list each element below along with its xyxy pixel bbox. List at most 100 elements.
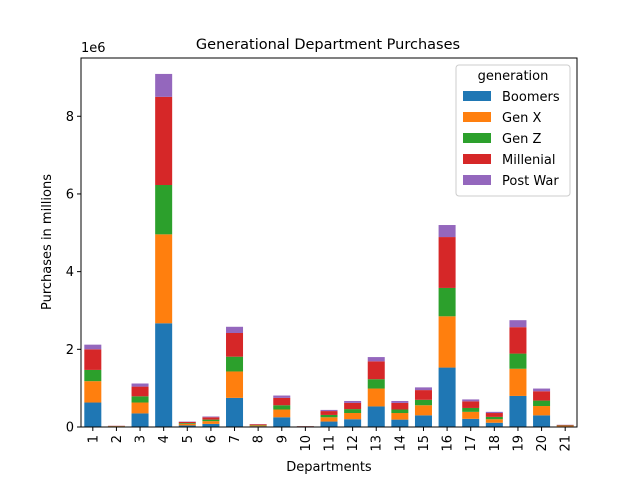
bar-gen-z-dept-3 xyxy=(131,396,149,403)
x-tick-label: 15 xyxy=(417,435,432,452)
x-tick-label: 9 xyxy=(275,435,290,443)
bar-boomers-dept-5 xyxy=(178,425,196,427)
y-offset-label: 1e6 xyxy=(81,41,106,56)
bar-boomers-dept-12 xyxy=(344,419,362,427)
x-tick-label: 16 xyxy=(441,435,456,452)
x-tick-label: 3 xyxy=(134,435,149,443)
x-tick-label: 8 xyxy=(252,435,267,443)
x-tick-label: 20 xyxy=(535,435,550,452)
bar-gen-x-dept-4 xyxy=(155,234,173,324)
y-tick-label: 8 xyxy=(66,110,74,125)
bar-millenial-dept-1 xyxy=(84,349,102,370)
bar-millenial-dept-13 xyxy=(367,361,385,380)
x-tick-label: 12 xyxy=(346,435,361,452)
legend-swatch-gen-x xyxy=(463,112,491,122)
x-tick-label: 13 xyxy=(370,435,385,452)
bar-gen-x-dept-1 xyxy=(84,381,102,403)
bar-post-war-dept-1 xyxy=(84,344,102,350)
y-tick-label: 2 xyxy=(66,343,74,358)
bar-gen-x-dept-12 xyxy=(344,413,362,420)
bar-boomers-dept-17 xyxy=(462,418,480,427)
bar-gen-z-dept-5 xyxy=(178,423,196,424)
x-tick-label: 4 xyxy=(157,435,172,443)
bar-post-war-dept-6 xyxy=(202,416,220,418)
bar-gen-x-dept-17 xyxy=(462,411,480,419)
bar-post-war-dept-12 xyxy=(344,400,362,403)
bar-gen-z-dept-17 xyxy=(462,407,480,412)
bar-gen-z-dept-16 xyxy=(438,287,456,317)
bar-millenial-dept-11 xyxy=(320,411,338,415)
bar-post-war-dept-15 xyxy=(414,387,432,391)
bar-gen-z-dept-20 xyxy=(533,400,551,407)
bar-boomers-dept-4 xyxy=(155,323,173,427)
bar-gen-x-dept-15 xyxy=(414,405,432,416)
bar-post-war-dept-19 xyxy=(509,320,527,328)
bar-gen-x-dept-16 xyxy=(438,316,456,368)
y-axis: 0 2 4 6 8 xyxy=(66,110,81,436)
bar-boomers-dept-6 xyxy=(202,423,220,427)
bar-millenial-dept-17 xyxy=(462,401,480,408)
bar-gen-z-dept-6 xyxy=(202,419,220,422)
bar-post-war-dept-4 xyxy=(155,73,173,97)
bar-millenial-dept-21 xyxy=(556,424,574,426)
bar-gen-x-dept-19 xyxy=(509,368,527,396)
y-axis-label: Purchases in millions xyxy=(40,174,55,310)
bar-gen-x-dept-6 xyxy=(202,421,220,424)
bar-millenial-dept-3 xyxy=(131,386,149,397)
bar-gen-z-dept-7 xyxy=(226,356,244,372)
bar-post-war-dept-9 xyxy=(273,395,291,398)
bar-millenial-dept-12 xyxy=(344,402,362,410)
bar-post-war-dept-17 xyxy=(462,399,480,402)
bar-boomers-dept-16 xyxy=(438,367,456,427)
legend-title: generation xyxy=(478,69,549,84)
y-tick-label: 4 xyxy=(66,265,74,280)
x-tick-label: 1 xyxy=(86,435,101,443)
bar-millenial-dept-14 xyxy=(391,402,409,410)
x-axis: 1 2 3 4 5 6 7 8 9 10 11 12 13 14 15 16 17 18 19 20 21 xyxy=(86,427,574,452)
y-tick-label: 6 xyxy=(66,187,74,202)
bar-gen-x-dept-5 xyxy=(178,423,196,426)
y-tick-label: 0 xyxy=(66,421,74,436)
bar-millenial-dept-9 xyxy=(273,397,291,406)
x-tick-label: 10 xyxy=(299,435,314,452)
bar-boomers-dept-9 xyxy=(273,417,291,427)
bar-post-war-dept-11 xyxy=(320,409,338,412)
x-tick-label: 19 xyxy=(511,435,526,452)
bar-post-war-dept-20 xyxy=(533,388,551,392)
bar-gen-z-dept-9 xyxy=(273,405,291,410)
legend-swatch-gen-z xyxy=(463,133,491,143)
bar-millenial-dept-18 xyxy=(485,413,503,417)
bar-gen-x-dept-11 xyxy=(320,417,338,422)
x-tick-label: 18 xyxy=(488,435,503,452)
legend-items: Boomers Gen X Gen Z Millenial Post War xyxy=(463,90,560,189)
legend: generation Boomers Gen X Gen Z Millenial Pos… xyxy=(455,64,571,197)
bars-group xyxy=(84,73,574,427)
plot-frame xyxy=(80,57,578,428)
x-tick-label: 11 xyxy=(323,435,338,452)
bar-millenial-dept-16 xyxy=(438,237,456,288)
bar-millenial-dept-15 xyxy=(414,390,432,400)
bar-gen-x-dept-8 xyxy=(249,425,267,427)
legend-swatch-post-war xyxy=(463,175,491,185)
bar-gen-x-dept-21 xyxy=(556,425,574,427)
x-tick-label: 21 xyxy=(559,435,574,452)
legend-label-boomers: Boomers xyxy=(502,90,560,105)
bar-boomers-dept-13 xyxy=(367,406,385,427)
bar-millenial-dept-20 xyxy=(533,391,551,401)
bar-gen-z-dept-18 xyxy=(485,416,503,420)
bar-millenial-dept-19 xyxy=(509,327,527,354)
bar-gen-z-dept-14 xyxy=(391,409,409,414)
x-tick-label: 7 xyxy=(228,435,243,443)
bar-boomers-dept-14 xyxy=(391,419,409,427)
bar-boomers-dept-15 xyxy=(414,415,432,427)
bar-post-war-dept-13 xyxy=(367,357,385,362)
bar-millenial-dept-8 xyxy=(249,424,267,426)
x-axis-label: Departments xyxy=(286,460,372,475)
legend-label-millenial: Millenial xyxy=(502,153,555,168)
bar-post-war-dept-3 xyxy=(131,383,149,387)
x-tick-label: 17 xyxy=(464,435,479,452)
bar-gen-x-dept-3 xyxy=(131,402,149,414)
bar-boomers-dept-3 xyxy=(131,413,149,427)
bar-gen-z-dept-15 xyxy=(414,399,432,406)
x-tick-label: 14 xyxy=(393,435,408,452)
